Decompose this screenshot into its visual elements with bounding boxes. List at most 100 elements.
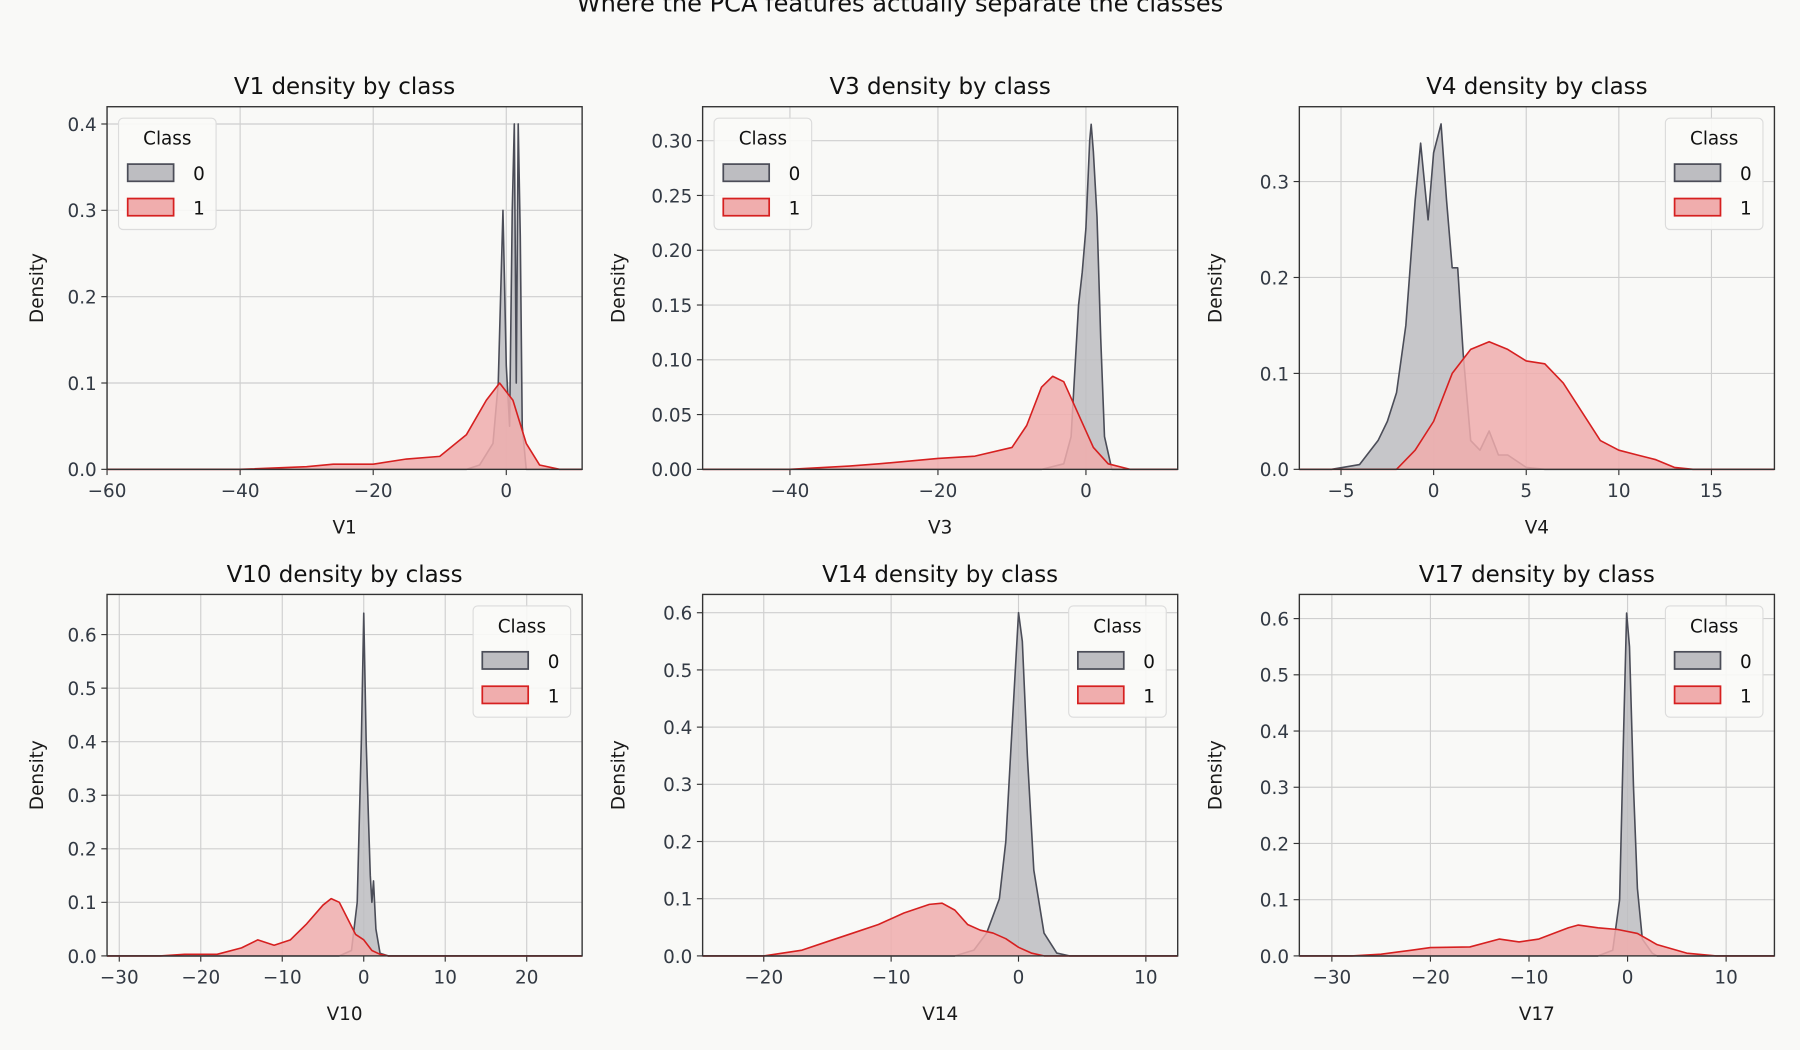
x-tick-label: 10: [434, 967, 457, 988]
legend-label: 1: [548, 686, 560, 707]
x-tick-label: −5: [1327, 481, 1354, 502]
x-tick-label: 10: [1607, 481, 1630, 502]
y-tick-label: 0.00: [651, 460, 692, 481]
legend-label: 0: [548, 652, 560, 673]
density-area-class-1: [1396, 341, 1693, 470]
subplot-title: V10 density by class: [227, 562, 463, 588]
y-axis-label: Density: [1205, 740, 1226, 810]
density-area-class-1: [763, 903, 1045, 956]
axes-frame: [1298, 593, 1776, 957]
legend-label: 1: [1143, 686, 1155, 707]
x-tick-label: 20: [515, 967, 538, 988]
legend-title: Class: [1690, 129, 1738, 150]
legend-swatch-class-0: [1673, 650, 1722, 670]
x-tick-label: −20: [354, 481, 393, 502]
y-axis-label: Density: [609, 253, 630, 323]
x-tick-label: −10: [263, 967, 302, 988]
x-tick-label: 0: [1428, 481, 1440, 502]
legend-label: 1: [1740, 686, 1752, 707]
y-tick-label: 0.1: [68, 893, 97, 914]
legend-title: Class: [498, 616, 546, 637]
subplot-title: V14 density by class: [822, 562, 1058, 588]
density-area-class-0: [339, 613, 389, 956]
x-axis-label: V10: [327, 1004, 363, 1025]
y-tick-label: 0.1: [663, 890, 692, 911]
legend-swatch-class-1: [481, 685, 530, 705]
legend-swatch-class-1: [1673, 685, 1722, 705]
y-tick-label: 0.4: [1260, 722, 1289, 743]
y-tick-label: 0.5: [663, 661, 692, 682]
density-area-class-0: [466, 123, 527, 470]
density-line-class-1: [1299, 340, 1775, 471]
legend-label: 0: [193, 164, 205, 185]
y-axis-label: Density: [27, 740, 48, 810]
subplot-v3: −40 −20 0 0.00 0.05 0.10 0.15 0.20 0.25 0.30 V3 de…: [609, 74, 1179, 539]
x-tick-label: −30: [1312, 967, 1351, 988]
x-tick-label: 0: [358, 967, 370, 988]
legend-label: 1: [789, 199, 801, 220]
y-tick-label: 0.1: [68, 374, 97, 395]
y-tick-label: 0.1: [1260, 891, 1289, 912]
legend-title: Class: [739, 129, 787, 150]
legend-title: Class: [143, 129, 191, 150]
y-tick-label: 0.2: [1260, 834, 1289, 855]
axes-frame: [1298, 106, 1776, 471]
legend-swatch-class-1: [126, 197, 175, 217]
x-axis-label: V1: [332, 518, 356, 539]
legend-swatch-class-0: [722, 163, 771, 183]
legend-title: Class: [1093, 616, 1141, 637]
axes-frame: [701, 593, 1179, 957]
y-tick-label: 0.05: [651, 405, 692, 426]
legend-label: 0: [789, 164, 801, 185]
y-tick-label: 0.25: [651, 186, 692, 207]
density-area-class-1: [789, 376, 1131, 470]
y-tick-label: 0.3: [68, 201, 97, 222]
legend-swatch-class-0: [126, 163, 175, 183]
density-area-class-0: [954, 612, 1070, 956]
subplot-v4: −5 0 5 10 150.00.10.20.3V4 density by classV…: [1205, 74, 1776, 539]
subplot-title: V3 density by class: [829, 74, 1050, 100]
legend-label: 1: [193, 199, 205, 220]
x-tick-label: −20: [181, 967, 220, 988]
x-tick-label: −40: [771, 481, 810, 502]
y-tick-label: 0.2: [68, 840, 97, 861]
x-tick-label: 5: [1520, 481, 1532, 502]
x-tick-label: −20: [1411, 967, 1450, 988]
x-tick-label: −40: [221, 481, 260, 502]
density-line-class-1: [702, 902, 1178, 957]
axes-frame: [106, 593, 583, 957]
x-tick-label: −20: [744, 967, 783, 988]
y-tick-label: 0.3: [663, 775, 692, 796]
y-tick-label: 0.4: [663, 718, 692, 739]
density-area-class-0: [1331, 123, 1545, 470]
legend-swatch-class-1: [1673, 197, 1722, 217]
y-tick-label: 0.0: [663, 947, 692, 968]
legend-label: 0: [1740, 652, 1752, 673]
density-area-class-1: [160, 898, 389, 956]
legend-swatch-class-1: [722, 197, 771, 217]
subplot-title: V4 density by class: [1426, 74, 1647, 100]
axes-frame: [701, 106, 1179, 471]
x-tick-label: 0: [1622, 967, 1634, 988]
y-tick-label: 0.10: [651, 351, 692, 372]
y-tick-label: 0.4: [68, 733, 97, 754]
subplot-title: V1 density by class: [234, 74, 455, 100]
legend-swatch-class-0: [1077, 650, 1125, 670]
y-tick-label: 0.5: [68, 679, 97, 700]
density-line-class-1: [107, 897, 583, 957]
y-tick-label: 0.20: [651, 241, 692, 262]
x-tick-label: 0: [1013, 967, 1025, 988]
density-area-class-0: [1041, 124, 1112, 470]
y-axis-label: Density: [27, 253, 48, 323]
x-tick-label: −10: [1510, 967, 1549, 988]
y-tick-label: 0.6: [663, 604, 692, 625]
y-axis-label: Density: [609, 740, 630, 810]
